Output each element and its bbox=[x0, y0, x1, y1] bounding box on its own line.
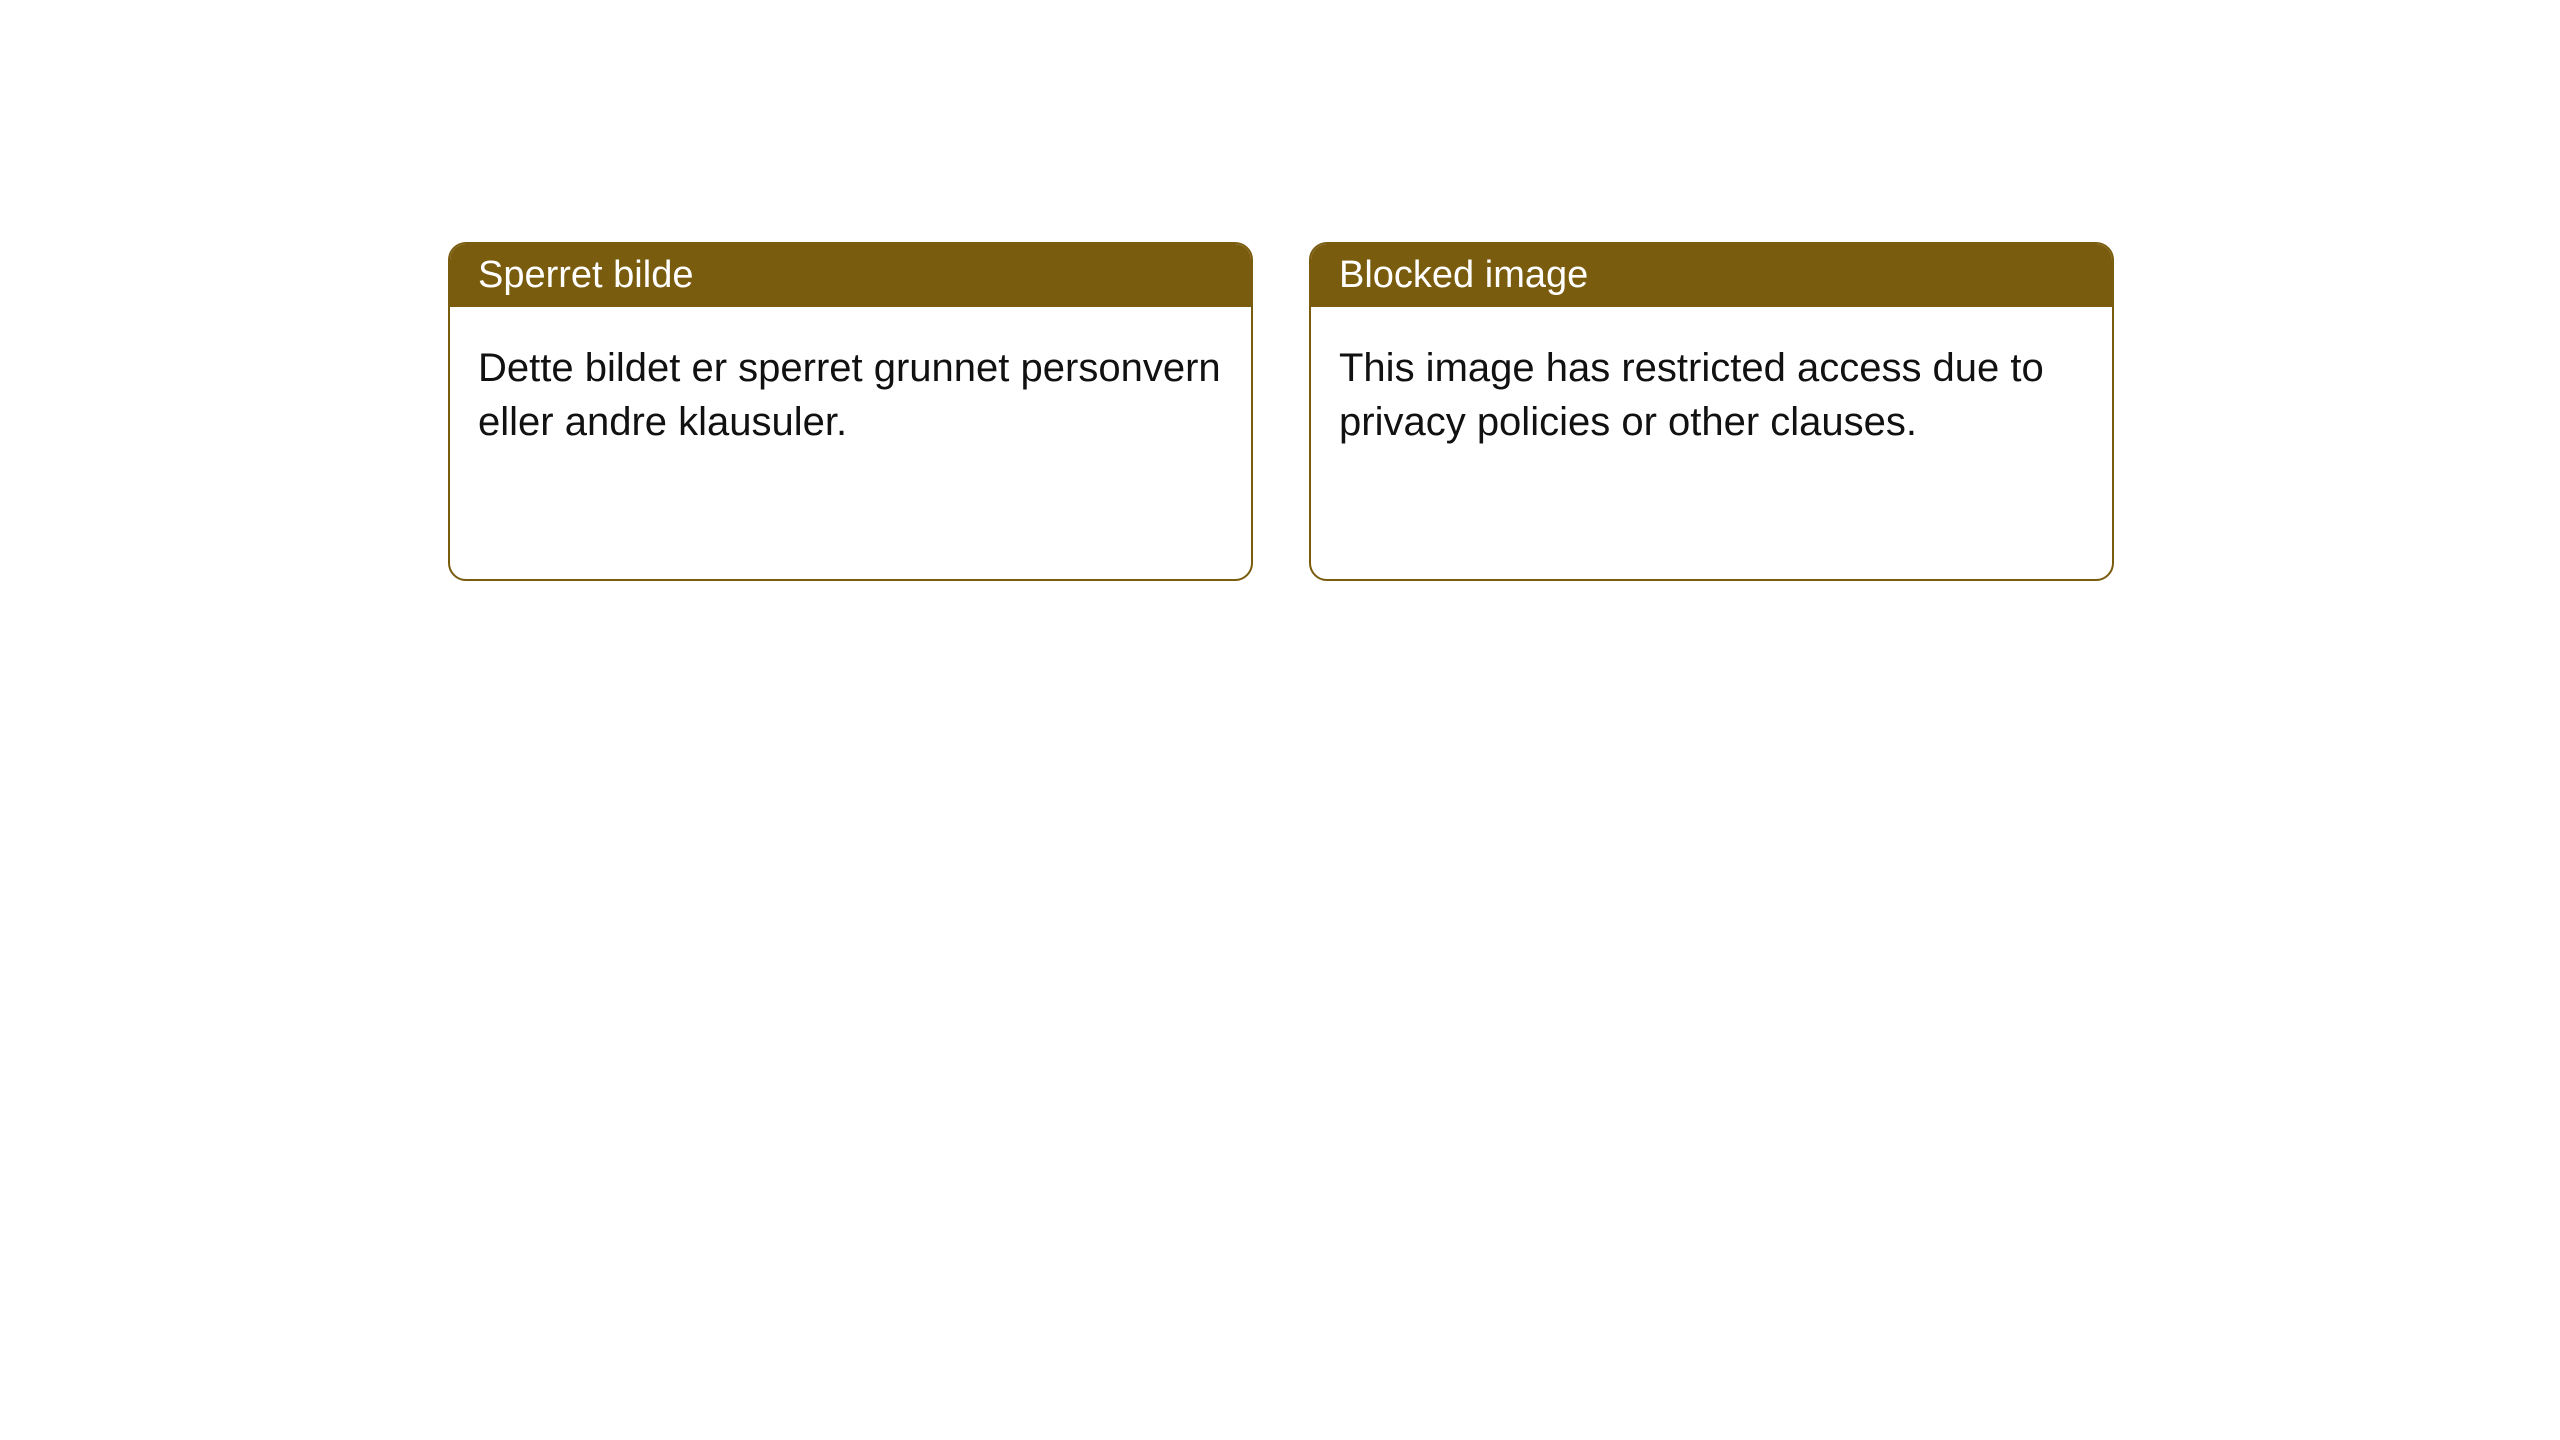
notice-card-body: This image has restricted access due to … bbox=[1311, 307, 2112, 579]
notice-card-header: Sperret bilde bbox=[450, 244, 1251, 307]
notice-card-body: Dette bildet er sperret grunnet personve… bbox=[450, 307, 1251, 579]
notice-card-title: Blocked image bbox=[1339, 254, 1588, 296]
notice-card-norwegian: Sperret bilde Dette bildet er sperret gr… bbox=[448, 242, 1253, 581]
notice-cards-container: Sperret bilde Dette bildet er sperret gr… bbox=[448, 242, 2560, 581]
notice-card-body-text: Dette bildet er sperret grunnet personve… bbox=[478, 346, 1221, 444]
notice-card-title: Sperret bilde bbox=[478, 254, 693, 296]
notice-card-header: Blocked image bbox=[1311, 244, 2112, 307]
notice-card-english: Blocked image This image has restricted … bbox=[1309, 242, 2114, 581]
notice-card-body-text: This image has restricted access due to … bbox=[1339, 346, 2044, 444]
